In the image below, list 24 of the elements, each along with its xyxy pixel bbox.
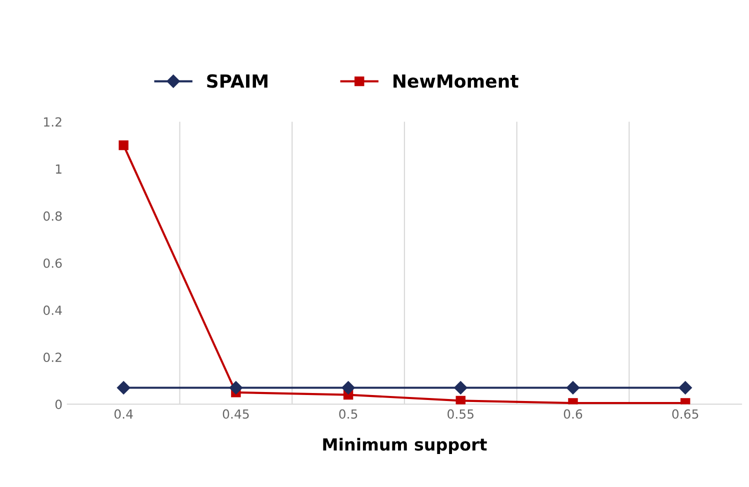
x-axis-title: Minimum support — [323, 438, 487, 454]
x-tick-label: 0.5 — [339, 409, 358, 419]
point — [342, 381, 355, 394]
y-tick-label: 0.2 — [43, 352, 62, 362]
y-tick-label: 0.6 — [43, 258, 62, 268]
legend-label: NewMoment — [394, 74, 518, 88]
y-tick-label: 1.2 — [44, 117, 62, 126]
y-tick-label: 0 — [55, 400, 62, 410]
y-tick-label: 0.4 — [43, 306, 62, 315]
y-tick-label: 1 — [56, 164, 62, 174]
x-tick-label: 0.65 — [672, 409, 698, 419]
point — [566, 381, 580, 394]
point — [116, 381, 130, 394]
point — [678, 381, 692, 394]
x-tick-label: 0.45 — [222, 409, 249, 419]
x-tick-label: 0.6 — [564, 409, 582, 419]
x-tick-label: 0.55 — [448, 409, 474, 419]
point — [456, 396, 466, 404]
y-tick-label: 0.8 — [43, 211, 62, 221]
x-tick-label: 0.4 — [114, 409, 133, 419]
legend-label: SPAIM — [207, 74, 268, 88]
point — [454, 381, 468, 394]
point — [229, 381, 243, 394]
point — [118, 140, 128, 150]
